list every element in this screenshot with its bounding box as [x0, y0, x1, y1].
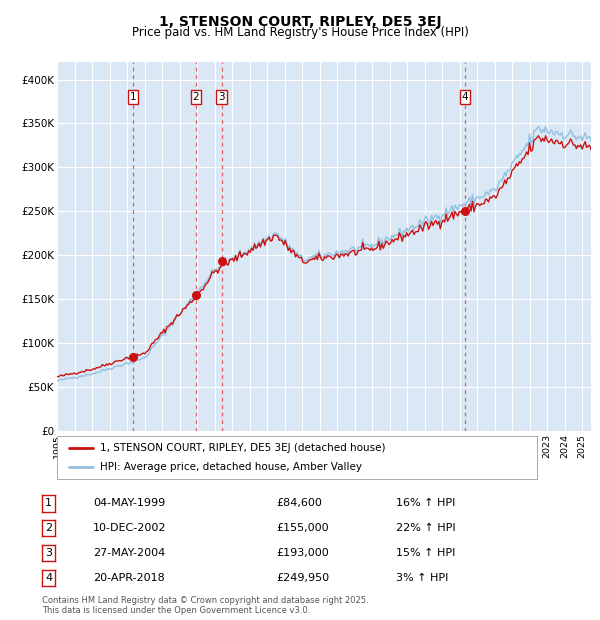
Text: 15% ↑ HPI: 15% ↑ HPI — [396, 548, 455, 558]
Text: 04-MAY-1999: 04-MAY-1999 — [93, 498, 165, 508]
Text: 4: 4 — [45, 573, 52, 583]
Text: 1: 1 — [45, 498, 52, 508]
Text: £155,000: £155,000 — [276, 523, 329, 533]
Text: 2: 2 — [45, 523, 52, 533]
Text: 16% ↑ HPI: 16% ↑ HPI — [396, 498, 455, 508]
Text: Price paid vs. HM Land Registry's House Price Index (HPI): Price paid vs. HM Land Registry's House … — [131, 27, 469, 39]
Text: 27-MAY-2004: 27-MAY-2004 — [93, 548, 165, 558]
Text: 20-APR-2018: 20-APR-2018 — [93, 573, 165, 583]
Text: 10-DEC-2002: 10-DEC-2002 — [93, 523, 167, 533]
Text: 1, STENSON COURT, RIPLEY, DE5 3EJ (detached house): 1, STENSON COURT, RIPLEY, DE5 3EJ (detac… — [100, 443, 386, 453]
Text: Contains HM Land Registry data © Crown copyright and database right 2025.
This d: Contains HM Land Registry data © Crown c… — [42, 596, 368, 615]
Text: 2: 2 — [193, 92, 199, 102]
Text: 4: 4 — [461, 92, 468, 102]
Text: £249,950: £249,950 — [276, 573, 329, 583]
Text: 1: 1 — [130, 92, 136, 102]
Text: HPI: Average price, detached house, Amber Valley: HPI: Average price, detached house, Ambe… — [100, 463, 362, 472]
Text: 22% ↑ HPI: 22% ↑ HPI — [396, 523, 455, 533]
Text: 3% ↑ HPI: 3% ↑ HPI — [396, 573, 448, 583]
Text: £193,000: £193,000 — [276, 548, 329, 558]
Text: 3: 3 — [218, 92, 225, 102]
Text: 3: 3 — [45, 548, 52, 558]
Text: £84,600: £84,600 — [276, 498, 322, 508]
Text: 1, STENSON COURT, RIPLEY, DE5 3EJ: 1, STENSON COURT, RIPLEY, DE5 3EJ — [158, 15, 442, 29]
